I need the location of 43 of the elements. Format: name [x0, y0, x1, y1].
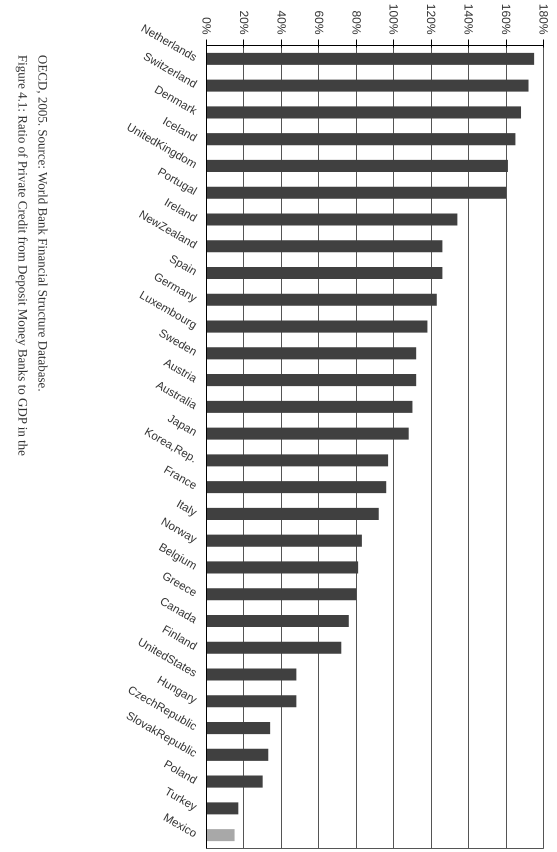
- bar: [206, 347, 416, 360]
- bar: [206, 266, 442, 280]
- x-tick-label: 0%: [200, 17, 214, 35]
- bar: [206, 534, 362, 547]
- text: OECD, 2005. Source: World Bank Financial Structure Database.: [36, 54, 50, 392]
- bar: [206, 400, 412, 413]
- bar: [206, 160, 508, 172]
- bar: [206, 213, 458, 226]
- x-tick-label: 120%: [424, 4, 438, 35]
- x-tick-label: 40%: [274, 10, 288, 35]
- bar: [206, 106, 522, 118]
- x-tick-label: 140%: [462, 4, 476, 35]
- bar: [206, 52, 534, 65]
- bar: [206, 668, 296, 681]
- bar: [206, 695, 296, 708]
- bar: [206, 320, 428, 333]
- bar: [206, 588, 356, 600]
- bar: [206, 642, 342, 654]
- bar: [206, 428, 409, 440]
- x-tick-label: 180%: [536, 4, 550, 35]
- text: Figure 4.1: Ratio of Private Credit from Deposit Money Banks to GDP in the: [16, 54, 30, 456]
- bar: [206, 374, 416, 386]
- x-tick-label: 160%: [499, 4, 514, 35]
- bar: [206, 133, 516, 146]
- bar: [206, 240, 442, 252]
- bar: [206, 294, 437, 306]
- x-tick-label: 80%: [349, 10, 364, 35]
- bar: [206, 776, 263, 788]
- bar: [206, 481, 386, 494]
- bar: [206, 829, 235, 842]
- bar: [206, 722, 270, 734]
- bar: [206, 614, 349, 628]
- y-tick-label: Italy: [174, 498, 199, 520]
- bar: [206, 561, 358, 574]
- bar: [206, 186, 506, 199]
- x-tick-label: 100%: [386, 4, 401, 35]
- bar: [206, 508, 379, 520]
- bar: [206, 454, 388, 466]
- bar: [206, 802, 238, 814]
- x-tick-label: 20%: [236, 10, 251, 35]
- bar: [206, 748, 268, 761]
- bar: [206, 80, 529, 92]
- x-tick-label: 60%: [312, 10, 326, 35]
